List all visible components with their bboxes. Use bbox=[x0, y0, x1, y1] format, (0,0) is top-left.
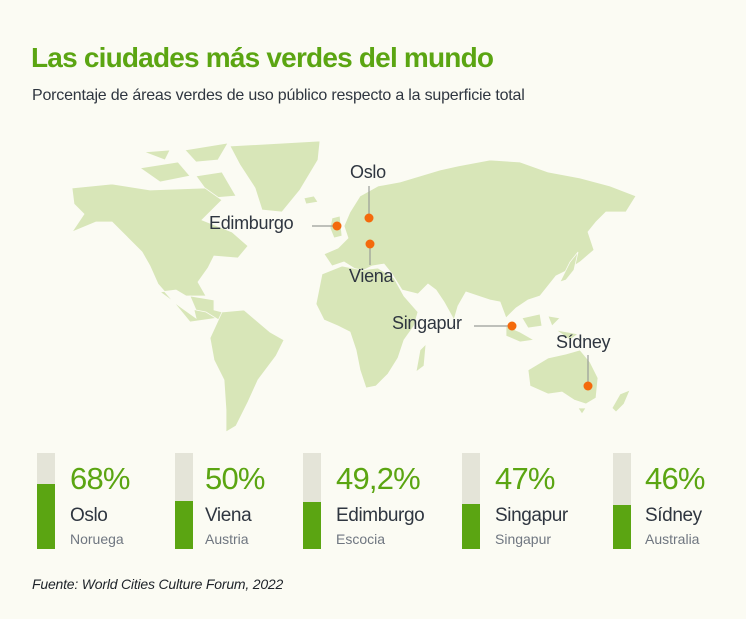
arctic-islands-shape bbox=[138, 142, 237, 199]
stat-country: Noruega bbox=[70, 531, 124, 547]
stat-percentage: 47% bbox=[495, 461, 555, 496]
sidney-marker bbox=[583, 381, 593, 391]
edimburgo-marker bbox=[332, 221, 342, 231]
bar-fill-edimburgo bbox=[303, 501, 321, 549]
madagascar-shape bbox=[415, 342, 427, 373]
north-america-shape bbox=[70, 183, 249, 323]
map-label-oslo: Oslo bbox=[350, 162, 386, 182]
stat-viena: 50% Viena Austria bbox=[175, 453, 295, 549]
chart-title: Las ciudades más verdes del mundo bbox=[31, 42, 494, 73]
tasmania-shape bbox=[577, 407, 587, 415]
eurasia-shape bbox=[323, 159, 637, 322]
oslo-marker bbox=[364, 213, 374, 223]
viena-marker bbox=[365, 239, 375, 249]
source-note: Fuente: World Cities Culture Forum, 2022 bbox=[32, 576, 284, 592]
australia-shape bbox=[527, 349, 599, 405]
map-label-edimburgo: Edimburgo bbox=[209, 213, 294, 233]
bar-track bbox=[37, 453, 55, 549]
stat-city: Singapur bbox=[495, 505, 568, 526]
stat-country: Australia bbox=[645, 531, 700, 547]
africa-shape bbox=[315, 265, 419, 389]
bar-track bbox=[175, 453, 193, 549]
map-label-sidney: Sídney bbox=[556, 332, 611, 352]
stat-country: Singapur bbox=[495, 531, 552, 547]
stat-percentage: 46% bbox=[645, 461, 705, 496]
bar-fill-viena bbox=[175, 501, 193, 549]
map-label-singapur: Singapur bbox=[392, 313, 462, 333]
bar-track bbox=[613, 453, 631, 549]
bar-fill-oslo bbox=[37, 483, 55, 549]
stat-city: Viena bbox=[205, 505, 252, 526]
map-label-viena: Viena bbox=[349, 266, 394, 286]
chart-subtitle: Porcentaje de áreas verdes de uso públic… bbox=[32, 87, 525, 104]
stat-city: Edimburgo bbox=[336, 505, 425, 526]
indonesia-shape bbox=[505, 313, 579, 343]
stat-percentage: 50% bbox=[205, 461, 265, 496]
stat-country: Escocia bbox=[336, 531, 386, 547]
japan-shape bbox=[559, 251, 579, 283]
new-zealand-shape bbox=[611, 389, 631, 413]
iceland-shape bbox=[303, 195, 319, 205]
stat-singapur: 47% Singapur Singapur bbox=[462, 453, 602, 549]
world-map bbox=[70, 140, 637, 433]
bar-track bbox=[303, 453, 321, 549]
stat-edimburgo: 49,2% Edimburgo Escocia bbox=[303, 453, 453, 549]
greenland-shape bbox=[229, 140, 321, 213]
stat-city: Sídney bbox=[645, 505, 702, 526]
stat-oslo: 68% Oslo Noruega bbox=[37, 453, 157, 549]
bar-fill-singapur bbox=[462, 503, 480, 549]
bar-track bbox=[462, 453, 480, 549]
stat-city: Oslo bbox=[70, 505, 108, 526]
bar-fill-sidney bbox=[613, 504, 631, 549]
stat-percentage: 68% bbox=[70, 461, 130, 496]
singapur-marker bbox=[507, 321, 517, 331]
south-america-shape bbox=[209, 309, 285, 433]
stat-percentage: 49,2% bbox=[336, 461, 421, 496]
stat-country: Austria bbox=[205, 531, 249, 547]
stat-sidney: 46% Sídney Australia bbox=[613, 453, 733, 549]
